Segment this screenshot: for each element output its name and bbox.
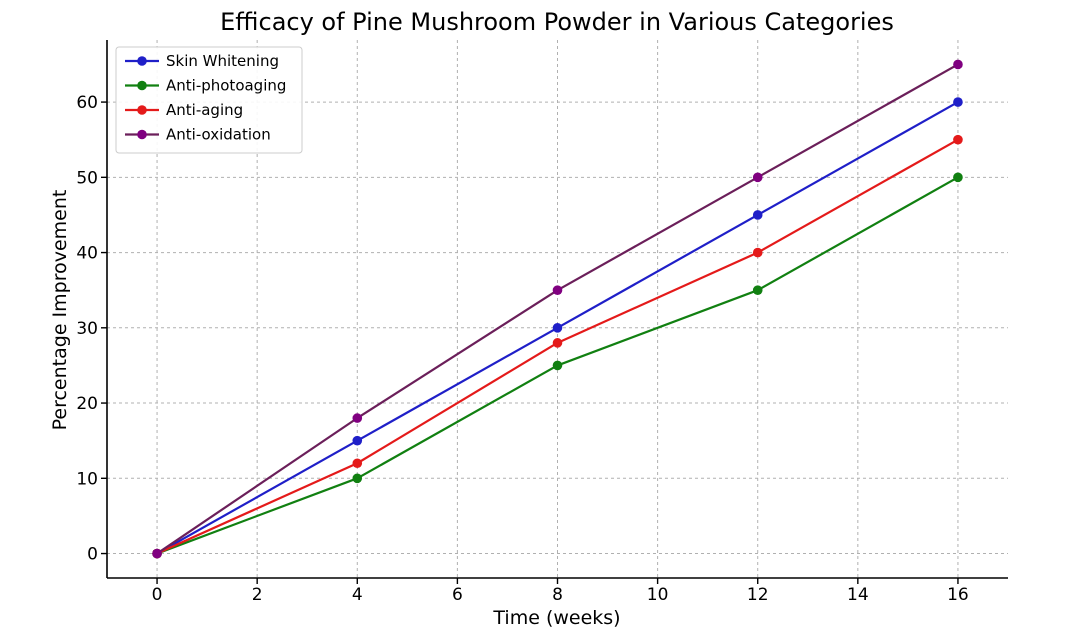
legend-swatch-marker <box>137 80 147 91</box>
legend-swatch-marker <box>137 105 147 115</box>
x-axis-title: Time (weeks) <box>492 607 620 629</box>
axes: 0 2 4 6 8 10 12 14 16 0 10 20 30 40 50 60 <box>76 40 1008 605</box>
x-tick-label: 16 <box>947 585 969 605</box>
series-group <box>152 59 963 559</box>
data-point-anti-oxidation <box>752 172 763 183</box>
data-point-anti-oxidation <box>953 59 963 70</box>
y-tick-label: 0 <box>87 545 98 565</box>
data-point-anti-aging <box>552 338 563 348</box>
data-point-anti-oxidation <box>352 413 363 423</box>
legend-swatch-marker <box>137 129 147 140</box>
legend-label: Anti-oxidation <box>166 126 271 144</box>
series-anti-oxidation <box>152 59 963 559</box>
y-tick-label: 60 <box>76 93 98 113</box>
legend-item-anti-oxidation: Anti-oxidation <box>125 126 271 144</box>
y-tick-label: 20 <box>76 394 98 414</box>
data-point-anti-oxidation <box>152 548 162 559</box>
x-tick-label: 6 <box>452 585 463 605</box>
data-point-skin-whitening <box>752 210 763 220</box>
x-tick-label: 12 <box>747 585 769 605</box>
data-point-anti-photoaging <box>552 360 563 371</box>
data-point-anti-photoaging <box>352 473 363 484</box>
legend: Skin Whitening Anti-photoaging Anti-aging A… <box>115 46 303 154</box>
legend-label: Skin Whitening <box>166 52 279 70</box>
data-point-skin-whitening <box>552 323 563 333</box>
legend-label: Anti-photoaging <box>166 77 286 95</box>
x-tick-label: 0 <box>152 585 163 605</box>
series-anti-photoaging <box>152 172 963 559</box>
data-point-anti-photoaging <box>953 172 963 183</box>
legend-item-skin-whitening: Skin Whitening <box>125 52 279 70</box>
data-point-anti-aging <box>953 134 963 145</box>
legend-swatch-marker <box>137 56 147 66</box>
data-point-anti-aging <box>352 458 363 469</box>
data-point-anti-aging <box>752 247 763 258</box>
legend-item-anti-photoaging: Anti-photoaging <box>125 77 286 95</box>
y-tick-label: 40 <box>76 244 98 264</box>
x-tick-label: 8 <box>552 585 563 605</box>
x-tick-label: 14 <box>847 585 869 605</box>
x-tick-label: 4 <box>352 585 363 605</box>
legend-frame <box>115 46 303 154</box>
x-tick-label: 10 <box>647 585 669 605</box>
chart-title: Efficacy of Pine Mushroom Powder in Vari… <box>220 8 894 36</box>
data-point-skin-whitening <box>352 435 363 446</box>
data-point-skin-whitening <box>953 97 963 107</box>
legend-item-anti-aging: Anti-aging <box>125 101 243 119</box>
y-tick-label: 50 <box>76 168 98 188</box>
y-axis-title: Percentage Improvement <box>49 190 71 431</box>
y-tick-label: 10 <box>76 469 98 489</box>
y-tick-label: 30 <box>76 319 98 339</box>
legend-label: Anti-aging <box>166 101 243 119</box>
data-point-anti-photoaging <box>752 285 763 295</box>
data-point-anti-oxidation <box>552 285 563 295</box>
x-tick-label: 2 <box>252 585 263 605</box>
